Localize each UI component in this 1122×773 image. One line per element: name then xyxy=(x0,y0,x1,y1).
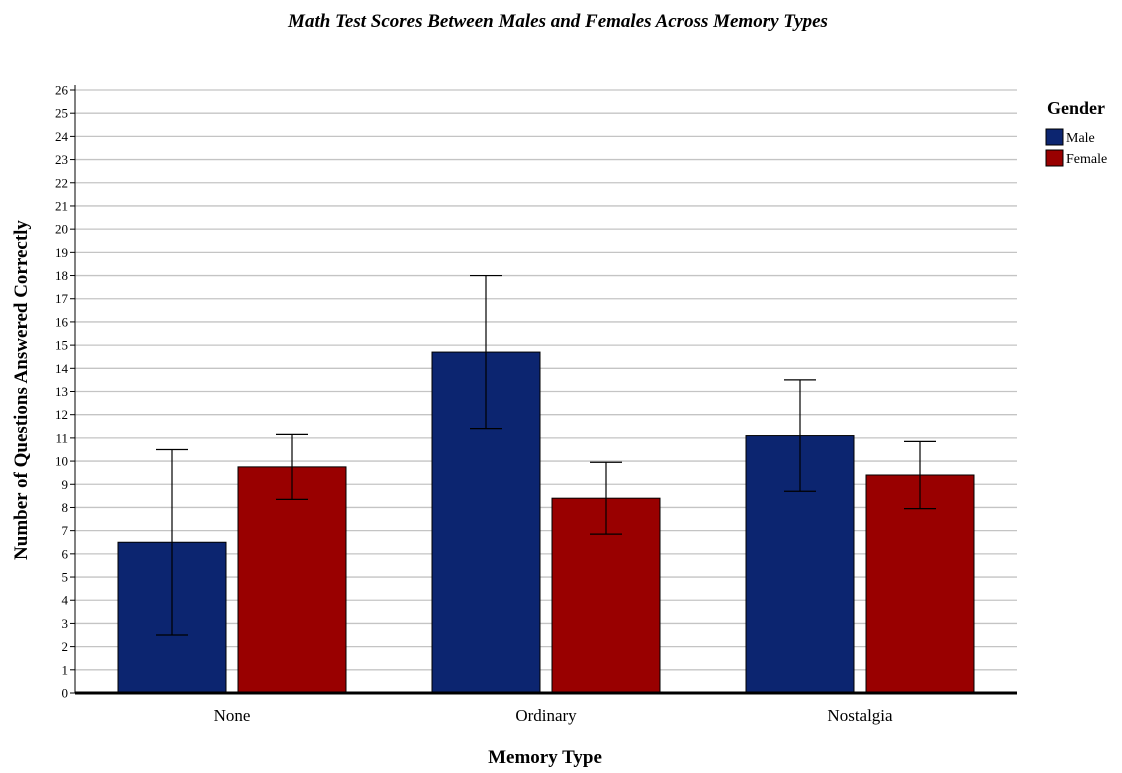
y-tick-label: 19 xyxy=(55,245,68,260)
y-tick-label: 24 xyxy=(55,129,69,144)
y-tick-label: 15 xyxy=(55,338,68,353)
y-axis-ticks: 0123456789101112131415161718192021222324… xyxy=(55,83,75,701)
y-tick-label: 4 xyxy=(62,593,69,608)
x-category-label: None xyxy=(214,706,251,725)
y-tick-label: 18 xyxy=(55,268,68,283)
legend-title: Gender xyxy=(1047,98,1105,118)
y-tick-label: 7 xyxy=(62,523,69,538)
legend: Gender Male Female xyxy=(1045,98,1107,167)
x-axis-categories: None Ordinary Nostalgia xyxy=(214,706,893,725)
y-tick-label: 14 xyxy=(55,361,69,376)
bars xyxy=(117,351,975,694)
legend-label-male: Male xyxy=(1066,131,1095,146)
x-category-label: Ordinary xyxy=(515,706,577,725)
y-tick-label: 25 xyxy=(55,106,68,121)
y-tick-label: 3 xyxy=(62,616,69,631)
y-tick-label: 0 xyxy=(62,686,69,701)
y-tick-label: 6 xyxy=(62,546,69,561)
legend-swatch-male xyxy=(1045,128,1064,146)
bar-female-none xyxy=(237,466,347,694)
x-category-label: Nostalgia xyxy=(827,706,893,725)
legend-swatch-female xyxy=(1045,149,1064,167)
y-tick-label: 11 xyxy=(55,430,68,445)
y-tick-label: 16 xyxy=(55,314,69,329)
y-axis-title: Number of Questions Answered Correctly xyxy=(11,220,32,560)
y-tick-label: 10 xyxy=(55,454,68,469)
chart-title: Math Test Scores Between Males and Femal… xyxy=(287,11,828,32)
y-tick-label: 12 xyxy=(55,407,68,422)
y-tick-label: 5 xyxy=(62,570,69,585)
error-bars xyxy=(156,274,936,636)
x-axis-title: Memory Type xyxy=(488,747,602,768)
y-tick-label: 9 xyxy=(62,477,69,492)
y-tick-label: 17 xyxy=(55,291,69,306)
axes xyxy=(74,85,1017,695)
y-tick-label: 26 xyxy=(55,83,69,98)
y-tick-label: 13 xyxy=(55,384,68,399)
y-tick-label: 21 xyxy=(55,198,68,213)
y-tick-label: 8 xyxy=(62,500,69,515)
gridlines xyxy=(75,89,1017,671)
y-tick-label: 2 xyxy=(62,639,69,654)
legend-label-female: Female xyxy=(1066,152,1107,167)
y-tick-label: 20 xyxy=(55,222,68,237)
y-tick-label: 23 xyxy=(55,152,68,167)
y-tick-label: 1 xyxy=(62,662,69,677)
y-tick-label: 22 xyxy=(55,175,68,190)
